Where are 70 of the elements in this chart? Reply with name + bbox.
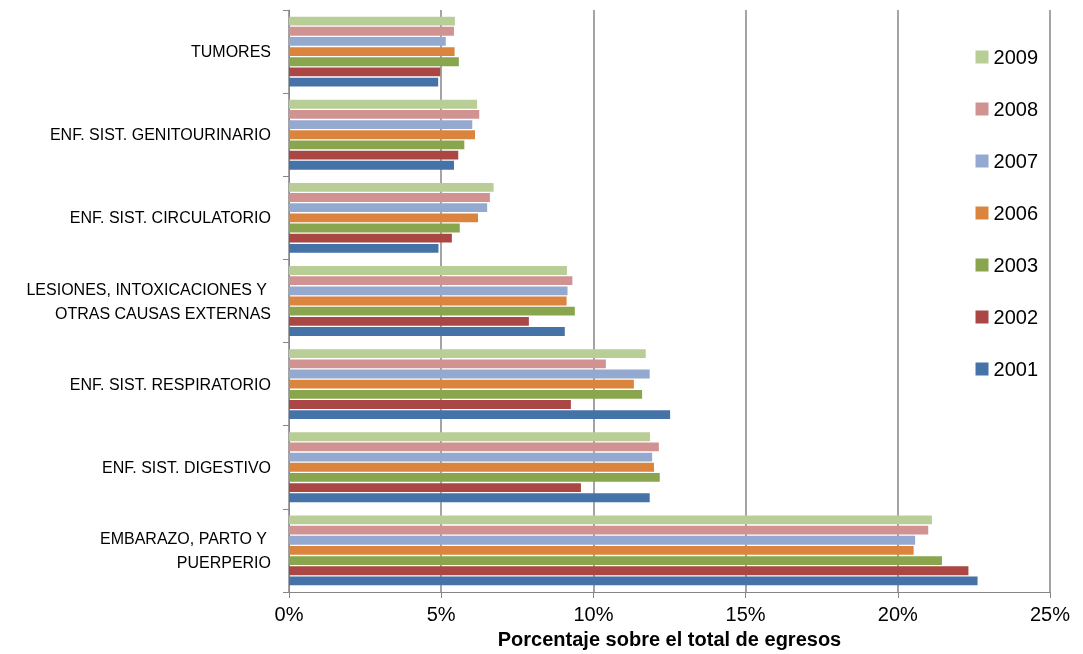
y-tick-label: ENF. SIST. GENITOURINARIO	[49, 126, 271, 144]
y-tick-label: LESIONES, INTOXICACIONES Y OTRAS CAUSAS EXTERNAS	[26, 280, 271, 322]
bar	[289, 213, 479, 223]
bar	[289, 266, 567, 275]
bar	[289, 306, 575, 316]
bar	[289, 379, 634, 389]
bar	[289, 525, 929, 535]
bar	[289, 316, 529, 326]
bar	[289, 120, 473, 129]
bar	[289, 442, 659, 452]
y-tick-label: TUMORES	[191, 43, 271, 61]
bar	[289, 193, 490, 202]
legend-label: 2007	[993, 150, 1039, 172]
legend-label: 2009	[993, 46, 1039, 68]
bar	[289, 140, 465, 150]
bar	[289, 296, 567, 306]
bar	[289, 473, 660, 482]
bar	[289, 389, 643, 399]
bar	[289, 223, 460, 233]
bar	[289, 77, 439, 87]
bar	[289, 483, 581, 493]
bar	[289, 203, 488, 213]
bar	[289, 243, 439, 253]
bar	[289, 109, 480, 119]
bar	[289, 452, 653, 462]
bar	[289, 150, 459, 160]
legend-label: 2006	[993, 202, 1039, 224]
bar	[289, 182, 494, 192]
legend-label: 2008	[993, 98, 1039, 120]
bar	[289, 556, 942, 566]
bar	[289, 359, 606, 369]
x-tick-label: 15%	[725, 603, 766, 625]
x-tick-label: 0%	[274, 603, 304, 625]
y-tick-label: ENF. SIST. DIGESTIVO	[102, 458, 271, 476]
legend-label: 2002	[993, 306, 1039, 328]
x-tick-label: 5%	[426, 603, 456, 625]
bar	[289, 535, 916, 545]
bar	[289, 286, 568, 296]
bar	[289, 327, 565, 336]
bar	[289, 493, 650, 503]
bar	[289, 410, 671, 420]
legend-label: 2003	[993, 254, 1039, 276]
x-tick-label: 25%	[1029, 603, 1071, 625]
bar	[289, 566, 969, 576]
x-axis-title: Porcentaje sobre el total de egresos	[497, 627, 842, 650]
bar	[289, 47, 455, 56]
bar	[289, 515, 932, 525]
bar	[289, 276, 573, 286]
bar	[289, 36, 446, 46]
bar	[289, 400, 571, 409]
bar	[289, 462, 654, 472]
x-tick-label: 10%	[573, 603, 614, 625]
bar	[289, 432, 651, 442]
bar	[289, 160, 454, 170]
y-tick-label: ENF. SIST. RESPIRATORIO	[69, 375, 271, 393]
bar	[289, 67, 441, 77]
bar	[289, 16, 455, 26]
legend-label: 2001	[993, 358, 1039, 380]
bar	[289, 130, 475, 140]
bar	[289, 576, 978, 586]
bar	[289, 546, 914, 555]
y-tick-label: ENF. SIST. CIRCULATORIO	[69, 209, 271, 227]
bar	[289, 57, 459, 67]
bar	[289, 26, 454, 36]
bar	[289, 349, 646, 359]
bar	[289, 99, 478, 109]
bar	[289, 369, 650, 379]
y-tick-label: EMBARAZO, PARTO Y PUERPERIO	[99, 529, 271, 571]
bar	[289, 233, 452, 243]
x-tick-label: 20%	[877, 603, 919, 625]
